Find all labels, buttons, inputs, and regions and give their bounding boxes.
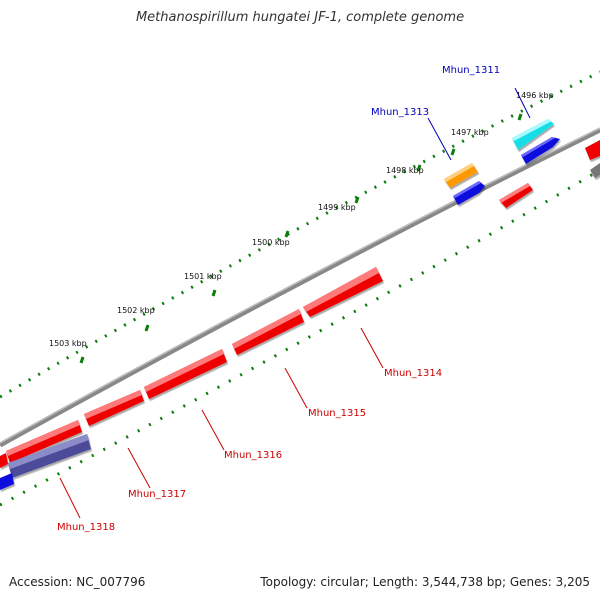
scale-label: 1503 kbp <box>49 339 87 348</box>
gene-label-mhun-1313[interactable]: Mhun_1313 <box>371 107 429 118</box>
gene-blue-forward-2[interactable] <box>453 181 485 205</box>
tick-1499 <box>354 196 360 204</box>
backbone-highlight <box>0 127 600 444</box>
gene-label-mhun-1317[interactable]: Mhun_1317 <box>128 489 186 500</box>
gene-mhun-1313[interactable] <box>444 163 478 188</box>
gene-mhun-1314-highlight <box>303 267 379 312</box>
inner-tick-ring <box>0 168 600 507</box>
tick-1503 <box>79 356 85 364</box>
gene-mhun-1311[interactable] <box>512 119 554 150</box>
gene-red-edge[interactable] <box>585 140 600 160</box>
gene-red-edge-left[interactable] <box>0 453 8 468</box>
genome-backbone <box>0 127 600 448</box>
scale-label: 1501 kbp <box>184 272 222 281</box>
gene-mhun-1315-highlight <box>232 309 301 349</box>
leader-line-mhun-1316 <box>201 409 225 451</box>
leader-line-mhun-1311 <box>514 87 531 119</box>
scale-label: 1499 kbp <box>318 203 356 212</box>
accession-text: Accession: NC_007796 <box>9 575 146 589</box>
gene-label-mhun-1316[interactable]: Mhun_1316 <box>224 450 282 461</box>
gene-label-mhun-1314[interactable]: Mhun_1314 <box>384 368 442 379</box>
gene-blue-forward-1[interactable] <box>521 137 560 164</box>
gene-mhun-1316-highlight <box>144 349 224 392</box>
gene-blue-edge-left[interactable] <box>0 473 14 490</box>
scale-label: 1502 kbp <box>117 306 155 315</box>
scale-label: 1500 kbp <box>252 238 290 247</box>
gene-mhun-1311-highlight <box>512 119 552 141</box>
scale-label: 1496 kbp <box>516 91 554 100</box>
scale-label: 1497 kbp <box>451 128 489 137</box>
tick-1500 <box>284 230 290 238</box>
gene-label-mhun-1311[interactable]: Mhun_1311 <box>442 65 500 76</box>
leader-line-mhun-1318 <box>59 477 81 519</box>
gene-label-mhun-1318[interactable]: Mhun_1318 <box>57 522 115 533</box>
gene-red-left-highlight <box>6 420 80 456</box>
gene-label-mhun-1315[interactable]: Mhun_1315 <box>308 408 366 419</box>
gene-mhun-1317-highlight <box>84 390 142 419</box>
map-title: Methanospirillum hungatei JF-1, complete… <box>135 10 465 25</box>
leader-line-mhun-1317 <box>127 447 151 489</box>
gene-red-small-highlight <box>499 183 530 203</box>
scale-label: 1498 kbp <box>386 166 424 175</box>
gene-blue-forward-1-highlight <box>521 137 555 157</box>
tick-1497 <box>450 148 456 156</box>
tick-1502 <box>144 324 150 332</box>
leader-line-mhun-1313 <box>427 117 452 161</box>
gene-gray-edge[interactable] <box>590 163 600 178</box>
gene-red-small[interactable] <box>499 183 533 208</box>
outer-tick-ring <box>0 70 600 399</box>
tick-1496 <box>517 113 523 121</box>
gene-mhun-1318-highlight <box>8 434 89 469</box>
topology-info-text: Topology: circular; Length: 3,544,738 bp… <box>260 575 590 589</box>
gene-mhun-1313-highlight <box>444 163 474 182</box>
gene-blue-forward-2-highlight <box>453 181 481 198</box>
leader-line-mhun-1315 <box>284 367 308 409</box>
scale-ticks <box>79 113 523 364</box>
tick-1498 <box>416 164 422 172</box>
leader-line-mhun-1314 <box>360 327 384 369</box>
tick-1501 <box>211 289 217 297</box>
